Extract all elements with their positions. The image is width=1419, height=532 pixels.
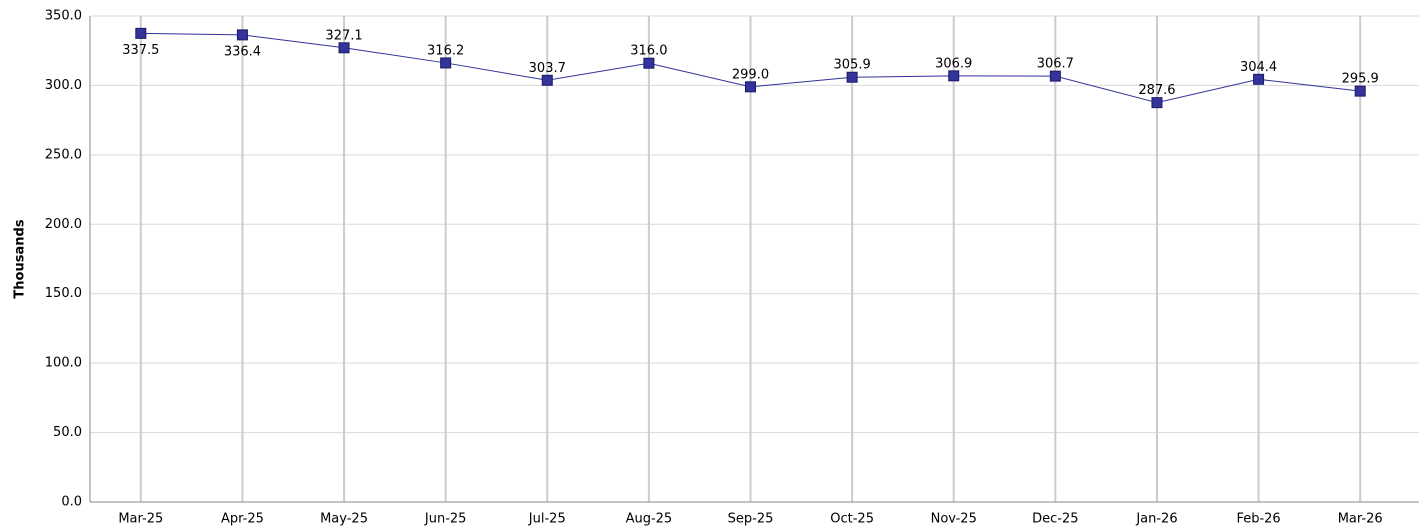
data-label: 299.0 [732,67,769,82]
data-label: 303.7 [529,61,566,76]
x-tick-label: Mar-26 [1338,512,1383,527]
y-axis-label: Thousands [13,219,28,298]
data-marker [440,57,452,69]
data-label: 336.4 [224,44,261,59]
data-marker [541,74,553,86]
x-tick-label: Dec-25 [1032,512,1078,527]
x-tick-label: Feb-26 [1236,512,1280,527]
data-label: 305.9 [834,58,871,73]
data-label: 306.7 [1037,57,1074,72]
data-marker [135,27,147,39]
x-tick-label: Apr-25 [221,512,264,527]
y-tick-label: 200.0 [45,217,82,232]
x-tick-label: Nov-25 [931,512,977,527]
data-marker [1354,85,1366,97]
data-label: 316.0 [630,44,667,59]
data-label: 327.1 [325,28,362,43]
x-tick-label: Oct-25 [830,512,874,527]
x-tick-label: May-25 [320,512,368,527]
y-tick-label: 350.0 [45,9,82,24]
data-label: 295.9 [1342,72,1379,87]
data-marker [846,71,858,83]
x-tick-label: Mar-25 [118,512,163,527]
x-tick-label: Jul-25 [528,512,566,527]
x-tick-label: Jun-25 [424,512,467,527]
data-label: 337.5 [122,43,159,58]
x-tick-label: Sep-25 [728,512,774,527]
data-marker [1253,73,1265,85]
data-marker [1049,70,1061,82]
y-tick-label: 50.0 [53,425,82,440]
data-marker [745,81,756,93]
y-tick-label: 100.0 [45,356,82,371]
x-tick-label: Aug-25 [626,512,673,527]
y-tick-label: 0.0 [61,495,82,510]
y-tick-label: 250.0 [45,147,82,162]
y-tick-label: 300.0 [45,78,82,93]
data-marker [236,29,248,41]
data-label: 304.4 [1240,60,1277,75]
data-marker [1151,97,1163,109]
x-tick-label: Jan-26 [1135,512,1177,527]
data-marker [948,70,960,82]
data-marker [338,42,350,54]
y-tick-label: 150.0 [45,286,82,301]
data-label: 306.9 [935,56,972,71]
data-marker [643,57,655,69]
data-label: 316.2 [427,43,464,58]
data-label: 287.6 [1138,83,1175,98]
